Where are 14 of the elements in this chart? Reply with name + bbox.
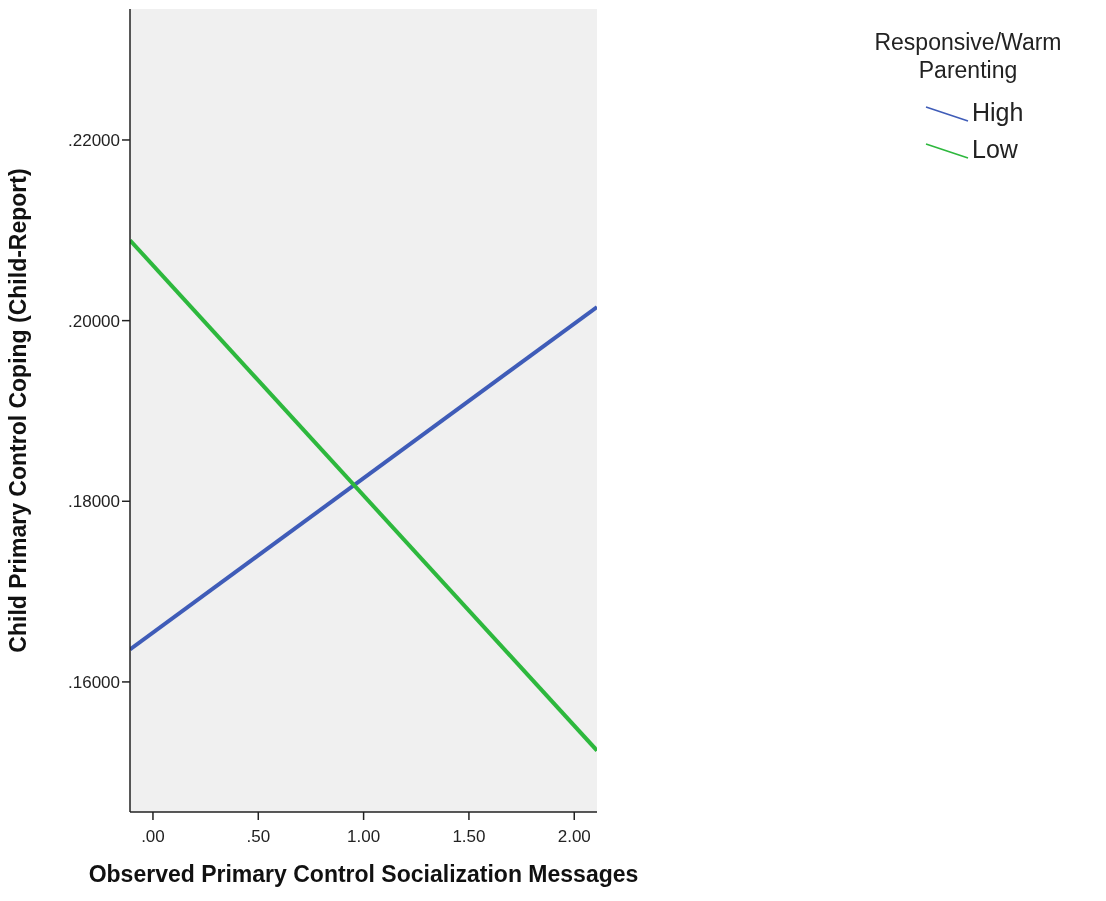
x-tick-label: .00 (141, 827, 165, 847)
legend-label: Low (972, 134, 1019, 165)
y-tick-label: .20000 (68, 311, 120, 331)
x-tick-label: 1.00 (347, 827, 381, 847)
y-tick-label: .16000 (68, 672, 120, 692)
legend-label: High (972, 97, 1025, 128)
y-tick-label: .18000 (68, 492, 120, 512)
x-tick-label: 2.00 (557, 827, 591, 847)
x-axis-title: Observed Primary Control Socialization Messages (88, 861, 639, 887)
x-tick-label: 1.50 (452, 827, 486, 847)
y-tick-label: .22000 (68, 131, 120, 151)
y-axis-title: Child Primary Control Coping (Child-Report) (5, 168, 32, 653)
legend-title: Responsive/Warm Parenting (873, 28, 1063, 84)
x-tick-label: .50 (246, 827, 271, 847)
